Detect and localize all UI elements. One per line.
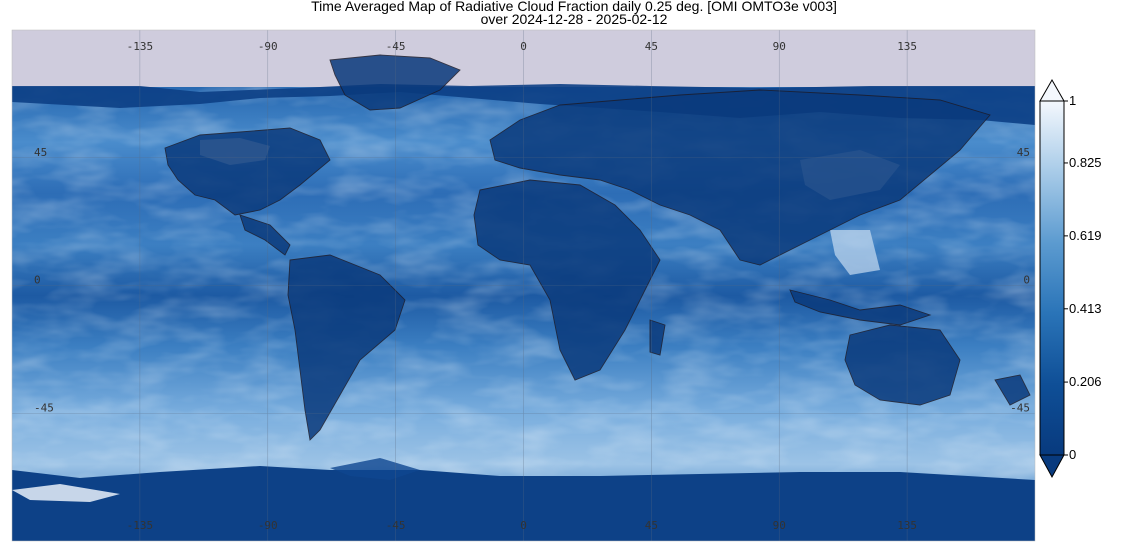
no-data-region-arctic	[12, 30, 1035, 87]
lon-label-top: -90	[258, 40, 278, 53]
lon-label-top: -135	[127, 40, 154, 53]
colorbar-tick-label: 0.619	[1069, 228, 1102, 243]
lon-label-top: 0	[520, 40, 527, 53]
greenland-outline	[329, 54, 461, 111]
lon-label-bottom: -90	[258, 519, 278, 532]
colorbar-tick-label: 0.825	[1069, 155, 1102, 170]
lon-label-bottom: -45	[386, 519, 406, 532]
lon-label-top: 135	[897, 40, 917, 53]
lon-label-bottom: 135	[897, 519, 917, 532]
lat-label-right: 45	[1017, 146, 1030, 159]
lon-label-bottom: 0	[520, 519, 527, 532]
new-zealand-outline	[994, 374, 1031, 406]
colorbar-extend-max	[1039, 78, 1065, 102]
map-subtitle: over 2024-12-28 - 2025-02-12	[480, 11, 668, 27]
lat-label-left: -45	[34, 401, 54, 414]
map-title: Time Averaged Map of Radiative Cloud Fra…	[311, 0, 837, 14]
lon-label-bottom: 45	[645, 519, 658, 532]
eurasia-outline	[489, 89, 991, 266]
indonesia-outline	[789, 289, 932, 326]
colorbar-gradient	[1039, 100, 1065, 456]
maritime-bright-cloud	[830, 230, 880, 275]
continent-outlines	[164, 54, 1031, 441]
colorbar-tick-label: 0.206	[1069, 374, 1102, 389]
southern-ocean-patch	[330, 458, 420, 480]
lon-label-top: 90	[773, 40, 786, 53]
madagascar-outline	[649, 319, 666, 356]
north-america-outline	[164, 127, 331, 216]
longitude-labels-bottom: -135 -90 -45 0 45 90 135	[127, 519, 917, 532]
map-title-block: Time Averaged Map of Radiative Cloud Fra…	[0, 0, 1148, 26]
lat-label-right: -45	[1010, 401, 1030, 414]
lon-label-top: -45	[386, 40, 406, 53]
colorbar-tick-label: 1	[1069, 93, 1076, 108]
map-panel	[12, 30, 1035, 541]
latitude-labels-left: 45 0 -45	[34, 146, 54, 415]
bright-coastal-cloud	[12, 484, 120, 502]
australia-outline	[844, 324, 961, 406]
antarctica-field	[12, 466, 1035, 541]
colorbar-ticks: 1 0.825 0.619 0.413 0.206 0	[1064, 93, 1102, 462]
lat-label-right: 0	[1023, 274, 1030, 287]
africa-outline	[473, 179, 661, 381]
map-frame	[11, 29, 1036, 542]
longitude-labels-top: -135 -90 -45 0 45 90 135	[127, 40, 917, 53]
lat-label-left: 45	[34, 146, 47, 159]
south-america-outline	[287, 254, 406, 441]
graticule	[12, 30, 1035, 541]
central-america-outline	[239, 214, 291, 256]
lat-label-left: 0	[34, 274, 41, 287]
colorbar-tick-label: 0.413	[1069, 301, 1102, 316]
lon-label-top: 45	[645, 40, 658, 53]
colorbar: 1 0.825 0.619 0.413 0.206 0	[1039, 78, 1102, 479]
lon-label-bottom: -135	[127, 519, 154, 532]
colorbar-extend-min	[1039, 454, 1065, 479]
latitude-labels-right: 45 0 -45	[1010, 146, 1030, 415]
colorbar-tick-label: 0	[1069, 447, 1076, 462]
lon-label-bottom: 90	[773, 519, 786, 532]
